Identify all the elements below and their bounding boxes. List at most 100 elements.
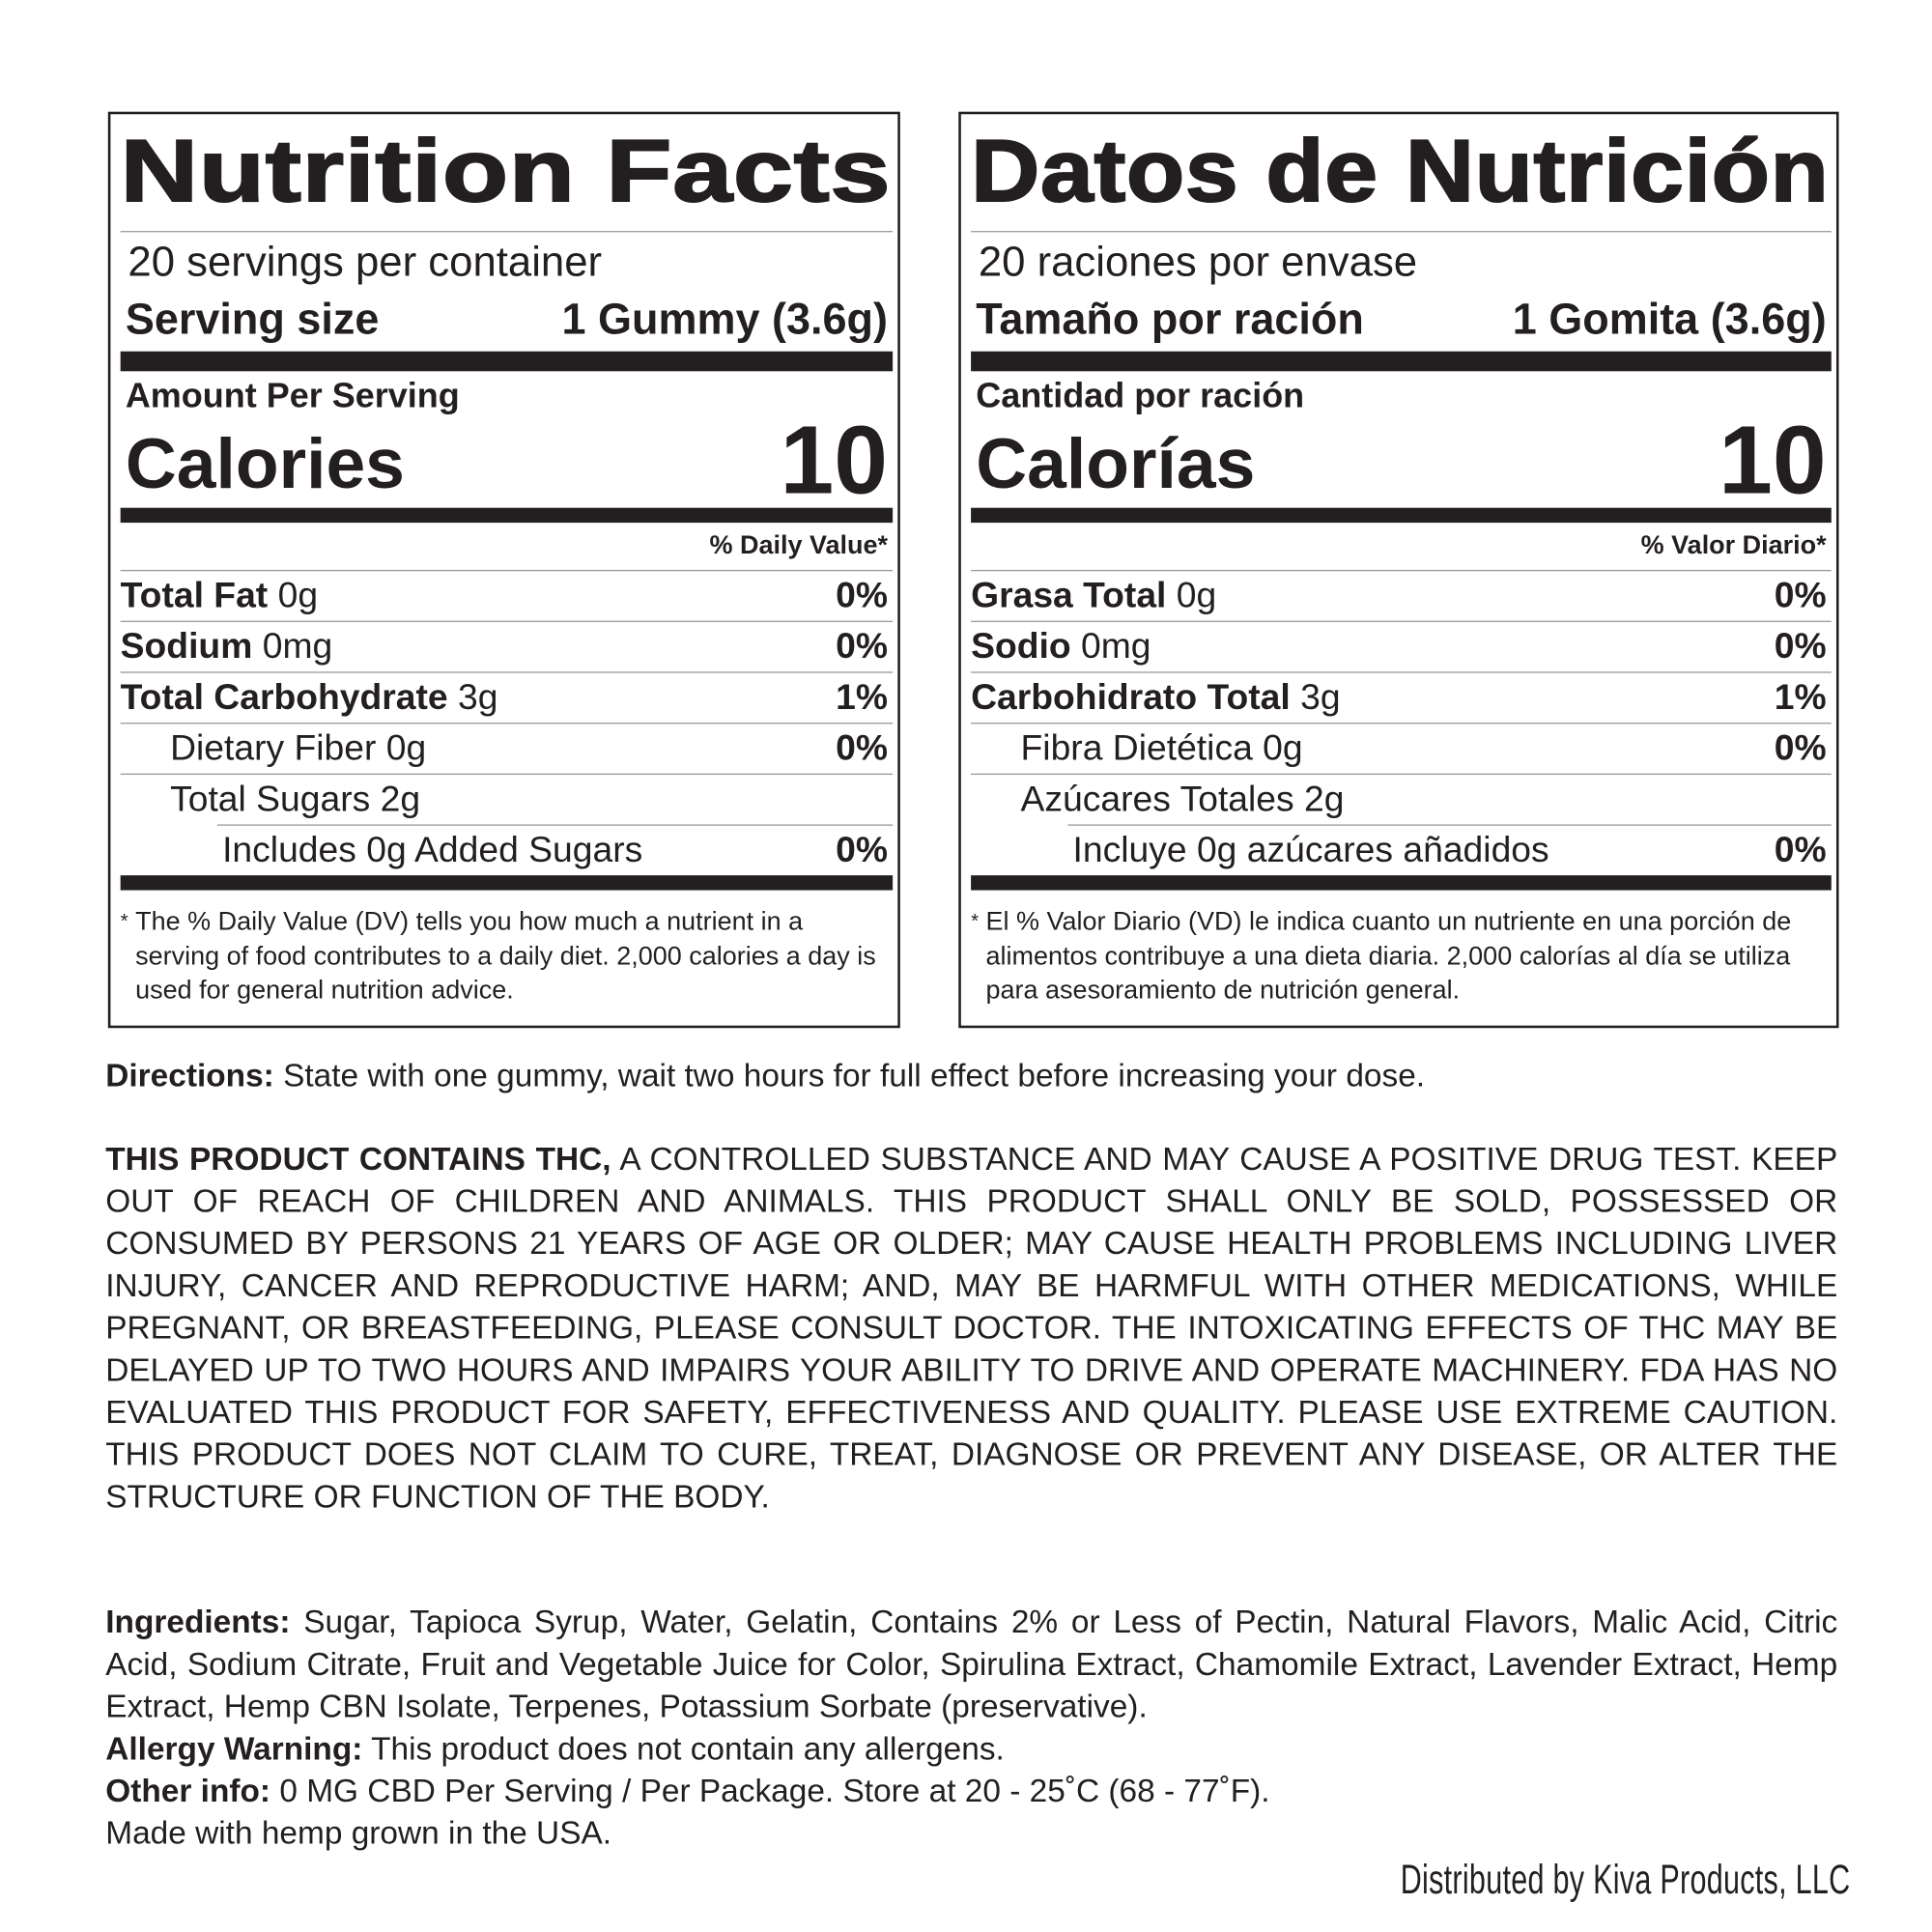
nutrient-name: Grasa Total 0g — [971, 571, 1216, 620]
daily-value-percent: 0% — [836, 576, 888, 616]
footnote-text: The % Daily Value (DV) tells you how muc… — [135, 907, 876, 1005]
product-info: Ingredients: Sugar, Tapioca Syrup, Water… — [105, 1601, 1837, 1854]
daily-value-percent: 0% — [1774, 627, 1827, 668]
nutrient-name: Total Carbohydrate 3g — [121, 673, 498, 723]
nutrient-label: Grasa Total — [971, 576, 1167, 616]
hemp-origin: Made with hemp grown in the USA. — [105, 1813, 612, 1852]
nutrient-name: Total Fat 0g — [121, 571, 318, 620]
nutrient-name: Dietary Fiber 0g — [170, 728, 427, 769]
nutrient-row: Sodium 0mg 0% — [120, 620, 894, 672]
nutrient-row: Dietary Fiber 0g 0% — [120, 723, 894, 774]
thick-divider — [971, 351, 1832, 372]
nutrient-row: Total Carbohydrate 3g 1% — [120, 671, 894, 723]
daily-value-header: % Daily Value* — [709, 531, 888, 560]
calories: Calories 10 — [121, 405, 893, 515]
daily-value-percent: 0% — [836, 830, 888, 870]
thick-divider — [120, 875, 894, 891]
nutrient-row: Total Sugars 2g — [120, 773, 894, 825]
serving-size: Tamaño por ración 1 Gomita (3.6g) — [971, 292, 1832, 349]
nutrient-amount: 0g — [277, 576, 319, 616]
asterisk: * — [120, 911, 128, 933]
directions-text: State with one gummy, wait two hours for… — [273, 1056, 1426, 1094]
serving-size-value: 1 Gummy (3.6g) — [561, 295, 888, 345]
amount-per-serving: Amount Per Serving — [125, 376, 460, 415]
panel-title: Nutrition Facts — [119, 122, 892, 221]
nutrient-row: Grasa Total 0g 0% — [971, 569, 1832, 621]
daily-value-header: % Valor Diario* — [1640, 531, 1827, 560]
calories-label: Calorías — [976, 424, 1256, 504]
nutrient-amount: 0mg — [1080, 627, 1151, 668]
directions-label: Directions: — [105, 1056, 274, 1094]
calories-label: Calories — [125, 424, 405, 504]
divider — [971, 231, 1832, 233]
nutrient-name: Total Sugars 2g — [170, 780, 421, 820]
nutrition-facts-panel-english: Nutrition Facts 20 servings per containe… — [107, 111, 900, 1029]
directions: Directions: State with one gummy, wait t… — [105, 1054, 1837, 1096]
thick-divider — [120, 507, 894, 524]
ingredients: Ingredients: Sugar, Tapioca Syrup, Water… — [105, 1601, 1837, 1727]
serving-size-value: 1 Gomita (3.6g) — [1512, 295, 1827, 345]
serving-size-label: Serving size — [125, 295, 380, 345]
nutrient-name: Azúcares Totales 2g — [1020, 780, 1345, 820]
thick-divider — [971, 507, 1832, 524]
other-info-label: Other info: — [105, 1772, 271, 1809]
nutrient-amount: 0mg — [262, 627, 333, 668]
nutrient-row: Incluye 0g azúcares añadidos 0% — [1067, 824, 1832, 875]
nutrient-label: Total Carbohydrate — [120, 677, 448, 718]
nutrient-name: Incluye 0g azúcares añadidos — [1072, 830, 1549, 870]
nutrient-name: Fibra Dietética 0g — [1020, 728, 1303, 769]
nutrient-label: Sodio — [971, 627, 1071, 668]
nutrient-amount: 0g — [1176, 576, 1217, 616]
nutrient-row: Includes 0g Added Sugars 0% — [216, 824, 894, 875]
daily-value-percent: 0% — [836, 728, 888, 769]
nutrient-row: Azúcares Totales 2g — [971, 773, 1832, 825]
nutrition-facts-panel-spanish: Datos de Nutrición 20 raciones por envas… — [958, 111, 1839, 1029]
ingredients-text: Sugar, Tapioca Syrup, Water, Gelatin, Co… — [105, 1603, 1838, 1725]
daily-value-percent: 1% — [1774, 677, 1827, 718]
daily-value-percent: 0% — [1774, 576, 1827, 616]
nutrient-row: Total Fat 0g 0% — [120, 569, 894, 621]
amount-per-serving: Cantidad por ración — [976, 376, 1305, 415]
warning-text: A CONTROLLED SUBSTANCE AND MAY CAUSE A P… — [105, 1139, 1838, 1516]
nutrient-name: Sodio 0mg — [971, 622, 1151, 671]
distributor: Distributed by Kiva Products, LLC — [1400, 1856, 1851, 1903]
daily-value-percent: 0% — [1774, 728, 1827, 769]
serving-size: Serving size 1 Gummy (3.6g) — [121, 292, 893, 349]
other-info-text: 0 MG CBD Per Serving / Per Package. Stor… — [270, 1772, 1270, 1809]
calories-value: 10 — [1719, 405, 1827, 515]
panel-title: Datos de Nutrición — [970, 122, 1830, 221]
allergy-label: Allergy Warning: — [105, 1729, 363, 1767]
allergy-warning: Allergy Warning: This product does not c… — [105, 1727, 1837, 1770]
nutrient-row: Fibra Dietética 0g 0% — [971, 723, 1832, 774]
thc-warning: THIS PRODUCT CONTAINS THC, A CONTROLLED … — [105, 1137, 1837, 1517]
calories: Calorías 10 — [971, 405, 1832, 515]
daily-value-percent: 1% — [836, 677, 888, 718]
ingredients-label: Ingredients: — [105, 1603, 291, 1640]
nutrient-label: Total Fat — [120, 576, 269, 616]
servings-per-container: 20 servings per container — [128, 238, 603, 286]
footnote: * El % Valor Diario (VD) le indica cuanto… — [971, 891, 1832, 1008]
servings-per-container: 20 raciones por envase — [978, 238, 1418, 286]
other-info: Other info: 0 MG CBD Per Serving / Per P… — [105, 1770, 1837, 1812]
footnote: * The % Daily Value (DV) tells you how mu… — [121, 891, 893, 1008]
divider — [120, 231, 894, 233]
thick-divider — [971, 875, 1832, 891]
nutrient-label: Carbohidrato Total — [971, 677, 1291, 718]
asterisk: * — [971, 911, 980, 933]
nutrient-row: Carbohidrato Total 3g 1% — [971, 671, 1832, 723]
nutrient-name: Carbohidrato Total 3g — [971, 673, 1340, 723]
nutrient-name: Includes 0g Added Sugars — [222, 830, 643, 870]
nutrient-name: Sodium 0mg — [121, 622, 333, 671]
nutrient-amount: 3g — [1300, 677, 1341, 718]
calories-value: 10 — [780, 405, 888, 515]
footnote-text: El % Valor Diario (VD) le indica cuanto … — [985, 907, 1792, 1005]
daily-value-percent: 0% — [836, 627, 888, 668]
warning-label: THIS PRODUCT CONTAINS THC, — [105, 1139, 611, 1178]
nutrient-row: Sodio 0mg 0% — [971, 620, 1832, 672]
daily-value-percent: 0% — [1774, 830, 1827, 870]
serving-size-label: Tamaño por ración — [976, 295, 1364, 345]
allergy-text: This product does not contain any allerg… — [362, 1729, 1005, 1767]
nutrient-amount: 3g — [457, 677, 498, 718]
nutrient-label: Sodium — [120, 627, 253, 668]
thick-divider — [120, 351, 894, 372]
